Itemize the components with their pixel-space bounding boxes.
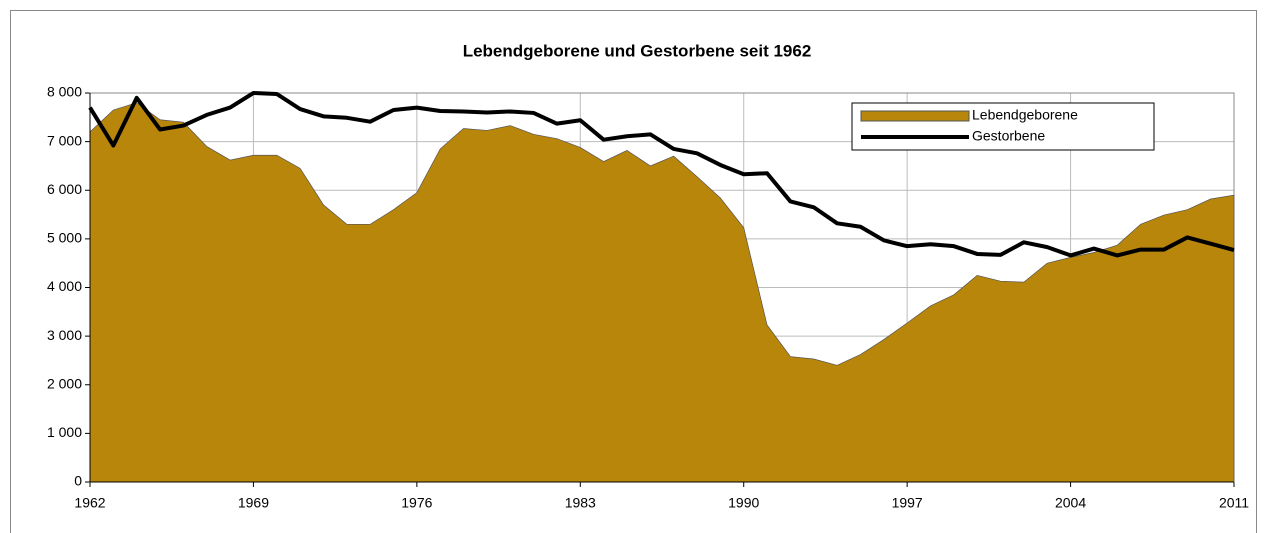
legend-swatch [860,110,970,122]
x-tick-label: 2011 [1219,495,1249,511]
y-tick-label: 3 000 [47,327,82,343]
line [88,91,1235,258]
x-tick-label: 1962 [74,495,105,511]
y-tick-label: 6 000 [47,181,82,197]
x-tick-label: 1983 [565,495,596,511]
y-tick-label: 0 [74,473,82,489]
y-tick-label: 5 000 [47,230,82,246]
x-tick-label: 1976 [401,495,432,511]
x-tick-label: 1997 [892,495,923,511]
chart-title: Lebendgeborene und Gestorbene seit 1962 [463,41,812,60]
legend-label: Gestorbene [972,128,1045,144]
y-tick-label: 8 000 [47,84,82,100]
legend-label: Lebendgeborene [972,107,1078,123]
chart-frame [10,10,1257,533]
y-tick-label: 2 000 [47,375,82,391]
area [89,102,1235,483]
x-tick-label: 1969 [238,495,269,511]
y-tick-label: 4 000 [47,278,82,294]
x-tick-label: 1990 [728,495,759,511]
x-tick-label: 2004 [1055,495,1086,511]
y-tick-label: 1 000 [47,424,82,440]
y-tick-label: 7 000 [47,132,82,148]
